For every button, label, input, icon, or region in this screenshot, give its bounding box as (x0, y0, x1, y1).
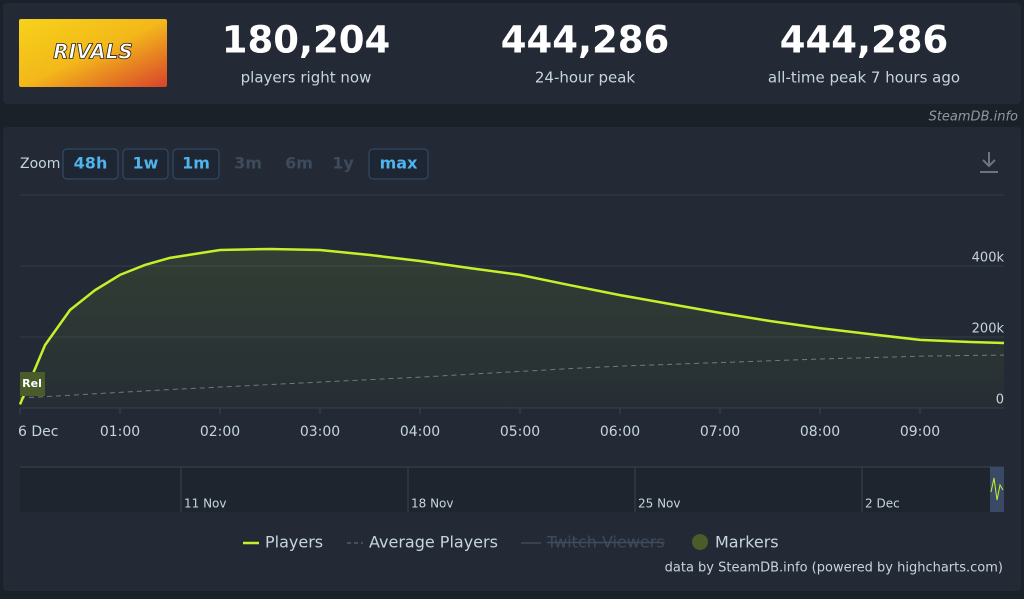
navigator-label: 2 Dec (865, 497, 900, 511)
legend-label-hidden[interactable]: Twitch Viewers (546, 533, 665, 552)
navigator-series (990, 477, 1004, 501)
marker-label: Rel (22, 377, 42, 390)
stat-label: players right now (241, 69, 372, 87)
legend-symbol (692, 534, 708, 550)
zoom-label: Zoom (20, 156, 60, 172)
zoom-button-label[interactable]: 1m (182, 154, 210, 173)
x-tick-label: 02:00 (200, 424, 240, 440)
series-line (18, 247, 1005, 405)
game-logo[interactable] (19, 19, 167, 87)
header-panel (3, 3, 1021, 104)
zoom-button-label[interactable]: 1w (133, 154, 159, 173)
marker[interactable] (20, 372, 45, 396)
x-tick-label: 05:00 (500, 424, 540, 440)
zoom-button-label[interactable]: 48h (74, 154, 108, 173)
x-tick-label: 09:00 (900, 424, 940, 440)
zoom-button[interactable] (368, 148, 429, 180)
credit: SteamDB.info (929, 110, 1018, 125)
legend-label[interactable]: Average Players (369, 533, 498, 552)
download-icon[interactable] (980, 152, 998, 173)
x-tick-label: 06:00 (600, 424, 640, 440)
zoom-button-label: 1y (332, 154, 354, 173)
navigator-label: 11 Nov (184, 497, 227, 511)
x-tick-label: 07:00 (700, 424, 740, 440)
x-tick-label: 08:00 (800, 424, 840, 440)
legend-label[interactable]: Markers (715, 533, 779, 552)
y-tick-label: 400k (972, 251, 1005, 266)
x-tick-label: 6 Dec (18, 424, 58, 440)
x-tick-label: 03:00 (300, 424, 340, 440)
zoom-button-label: 3m (234, 154, 262, 173)
stat-value: 180,204 (222, 19, 391, 62)
legend-label[interactable]: Players (265, 533, 323, 552)
navigator[interactable] (20, 467, 1004, 512)
zoom-button-label[interactable]: max (380, 154, 418, 173)
stat-value: 444,286 (780, 19, 949, 62)
zoom-button[interactable] (122, 148, 169, 180)
navigator-handle[interactable] (990, 467, 1004, 512)
navigator-label: 25 Nov (638, 497, 681, 511)
navigator-label: 18 Nov (411, 497, 454, 511)
zoom-button-label: 6m (285, 154, 313, 173)
stat-label: 24-hour peak (535, 69, 636, 87)
logo-text: RIVALS (53, 40, 133, 64)
x-tick-label: 04:00 (400, 424, 440, 440)
zoom-button[interactable] (172, 148, 220, 180)
players-area (20, 248, 1004, 408)
x-tick-label: 01:00 (100, 424, 140, 440)
y-tick-label: 200k (972, 322, 1005, 337)
stat-label: all-time peak 7 hours ago (768, 69, 960, 87)
footer-credit: data by SteamDB.info (powered by highcha… (665, 561, 1003, 576)
zoom-button[interactable] (62, 148, 119, 180)
stat-value: 444,286 (501, 19, 670, 62)
